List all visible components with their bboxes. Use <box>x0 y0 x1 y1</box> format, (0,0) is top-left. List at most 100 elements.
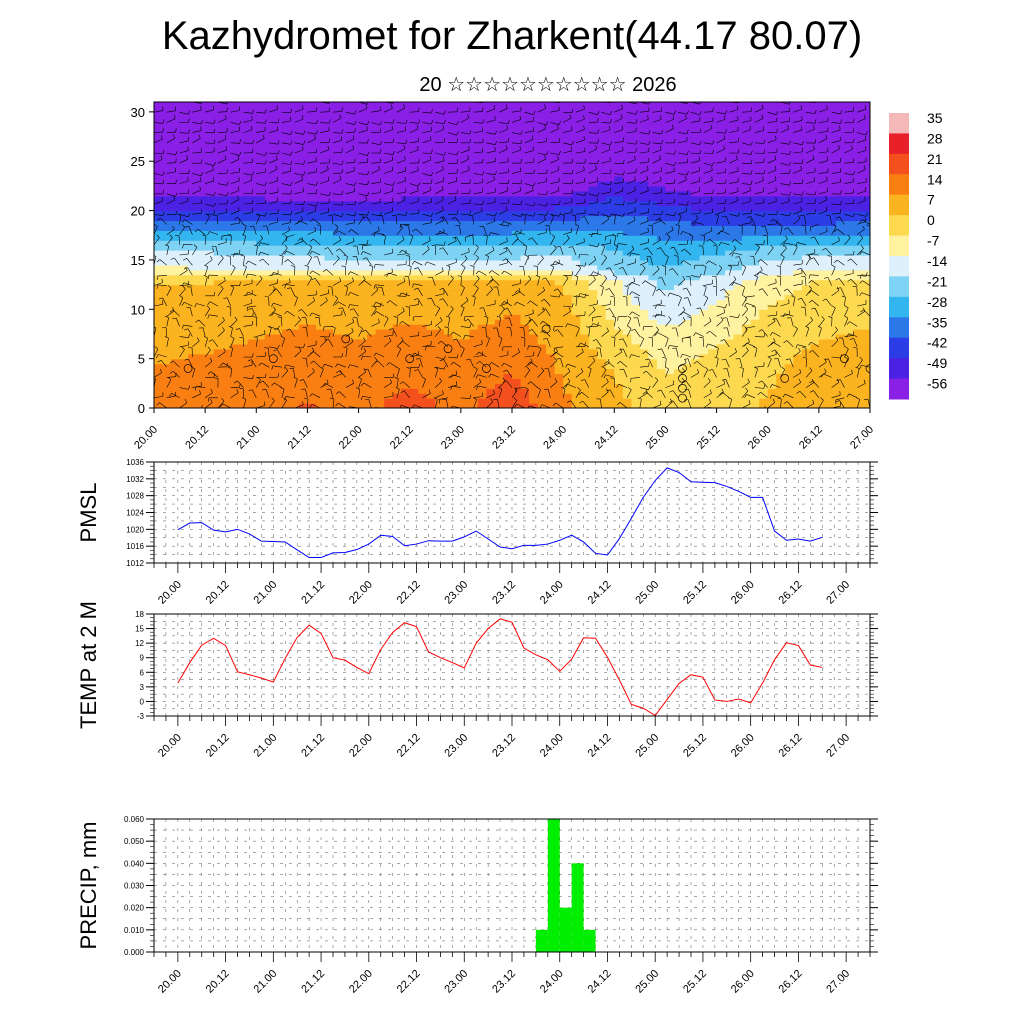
temperature-cell <box>682 378 692 384</box>
temperature-cell <box>486 259 496 266</box>
temperature-cell <box>776 294 786 301</box>
temperature-cell <box>256 319 266 325</box>
temperature-cell <box>298 348 309 355</box>
temperature-cell <box>392 299 402 305</box>
temperature-cell <box>742 388 752 394</box>
temperature-cell <box>622 220 632 226</box>
temperature-cell <box>699 151 709 157</box>
temperature-cell <box>205 353 215 360</box>
temperature-cell <box>367 215 377 222</box>
temperature-cell <box>264 200 274 207</box>
temperature-cell <box>529 269 539 276</box>
temperature-cell <box>708 230 718 236</box>
temperature-cell <box>631 250 641 256</box>
temperature-cell <box>682 200 692 207</box>
temperature-cell <box>767 220 777 226</box>
temperature-cell <box>614 319 624 325</box>
temperature-cell <box>716 230 726 236</box>
temperature-cell <box>222 314 232 320</box>
temperature-cell <box>725 398 735 404</box>
temperature-cell <box>793 403 803 408</box>
temperature-cell <box>776 235 786 241</box>
temperature-cell <box>358 141 368 148</box>
temperature-cell <box>477 102 488 108</box>
temperature-cell <box>554 220 564 226</box>
temperature-cell <box>614 304 624 310</box>
temperature-cell <box>486 235 496 241</box>
temperature-cell <box>691 121 701 128</box>
temperature-cell <box>384 200 394 207</box>
temperature-cell <box>520 102 530 108</box>
temperature-cell <box>810 176 820 182</box>
temperature-cell <box>546 314 556 320</box>
temperature-cell <box>554 245 564 251</box>
temperature-cell <box>230 333 240 340</box>
temperature-cell <box>682 131 692 138</box>
temperature-cell <box>230 329 240 335</box>
temperature-cell <box>767 289 777 296</box>
temperature-cell <box>742 348 752 355</box>
temperature-cell <box>154 210 164 217</box>
temperature-cell <box>708 161 718 167</box>
temperature-cell <box>418 269 428 276</box>
temperature-cell <box>418 329 428 335</box>
temperature-cell <box>384 121 394 128</box>
temperature-cell <box>818 245 828 251</box>
temperature-cell <box>426 171 436 177</box>
temperature-cell <box>827 146 837 152</box>
temperature-cell <box>588 131 598 138</box>
temperature-cell <box>247 338 257 345</box>
temperature-cell <box>818 126 828 133</box>
temperature-cell <box>793 111 803 118</box>
temperature-cell <box>614 235 624 241</box>
temperature-cell <box>213 264 223 271</box>
temperature-cell <box>341 240 351 246</box>
temperature-cell <box>324 269 334 276</box>
temperature-cell <box>358 324 368 330</box>
temperature-cell <box>580 195 590 202</box>
temperature-cell <box>520 403 530 408</box>
temperature-cell <box>605 284 615 291</box>
temperature-cell <box>580 250 590 256</box>
temperature-cell <box>247 299 257 305</box>
temperature-cell <box>563 348 573 355</box>
temperature-cell <box>264 269 274 276</box>
temperature-cell <box>818 220 828 226</box>
temperature-cell <box>759 156 769 162</box>
temperature-cell <box>273 235 283 241</box>
temperature-cell <box>350 388 360 394</box>
temperature-cell <box>512 324 522 330</box>
temperature-cell <box>639 250 649 256</box>
temperature-cell <box>503 403 513 408</box>
temperature-cell <box>597 220 607 226</box>
temperature-cell <box>537 393 547 399</box>
temperature-cell <box>426 333 436 340</box>
temperature-cell <box>460 185 470 192</box>
temperature-cell <box>580 319 590 325</box>
temperature-cell <box>494 166 505 172</box>
temperature-cell <box>290 126 300 133</box>
temperature-cell <box>776 329 786 335</box>
temperature-cell <box>486 373 496 379</box>
temperature-cell <box>315 368 326 375</box>
temperature-cell <box>162 240 172 246</box>
temperature-cell <box>298 250 309 256</box>
temperature-cell <box>239 141 249 148</box>
temperature-cell <box>358 250 368 256</box>
temperature-cell <box>801 284 811 291</box>
temperature-cell <box>554 343 564 350</box>
temperature-cell <box>537 358 547 365</box>
temperature-cell <box>401 314 411 320</box>
temperature-cell <box>452 220 462 226</box>
temperature-cell <box>588 343 598 350</box>
temperature-cell <box>452 343 462 350</box>
temperature-cell <box>477 378 488 384</box>
temperature-cell <box>614 294 624 301</box>
temperature-cell <box>486 102 496 108</box>
temperature-cell <box>418 324 428 330</box>
temperature-cell <box>520 210 530 217</box>
temperature-cell <box>188 329 198 335</box>
temperature-cell <box>665 131 675 138</box>
temperature-cell <box>205 230 215 236</box>
temperature-cell <box>520 106 530 113</box>
